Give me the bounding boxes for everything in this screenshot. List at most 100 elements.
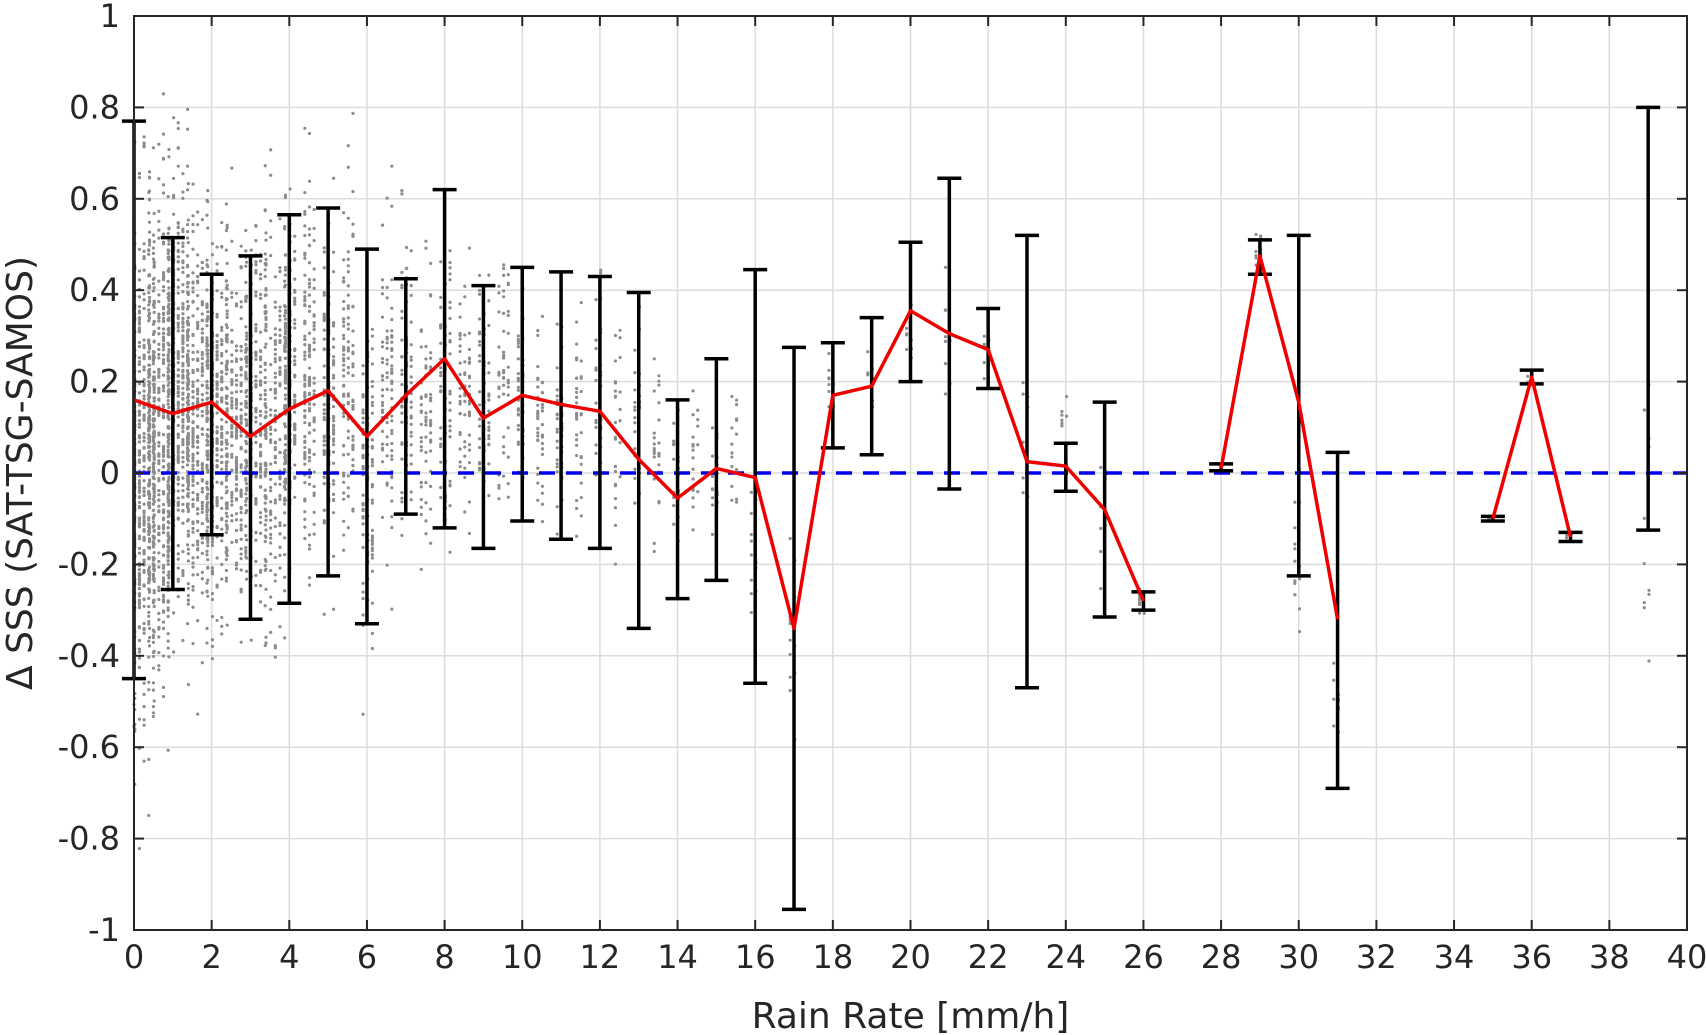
scatter-point [264, 286, 268, 291]
scatter-point [181, 347, 185, 351]
scatter-point [943, 392, 948, 396]
scatter-point [263, 397, 267, 402]
scatter-point [278, 358, 282, 362]
scatter-point [264, 518, 268, 522]
scatter-point [147, 357, 152, 361]
scatter-point [502, 368, 506, 373]
scatter-point [200, 409, 204, 414]
scatter-point [196, 223, 200, 227]
scatter-point [167, 455, 171, 459]
scatter-point [176, 477, 180, 482]
scatter-point [293, 475, 297, 479]
scatter-point [429, 351, 433, 355]
scatter-point [191, 452, 195, 456]
scatter-point [142, 413, 146, 418]
scatter-point [230, 455, 234, 459]
scatter-point [827, 382, 831, 387]
scatter-point [234, 540, 239, 544]
scatter-point [210, 638, 215, 642]
scatter-point [502, 295, 506, 299]
scatter-point [205, 641, 209, 645]
scatter-point [215, 525, 219, 529]
scatter-point [239, 415, 243, 419]
scatter-point [258, 568, 263, 572]
scatter-point [167, 363, 171, 367]
scatter-point [633, 447, 637, 451]
scatter-point [307, 309, 312, 313]
scatter-point [215, 464, 219, 468]
scatter-point [181, 571, 185, 575]
scatter-point [181, 229, 185, 234]
scatter-point [161, 445, 166, 449]
scatter-point [555, 458, 559, 462]
scatter-point [322, 293, 326, 297]
scatter-point [230, 430, 234, 434]
scatter-point [278, 333, 282, 338]
scatter-point [342, 307, 346, 311]
scatter-point [225, 623, 229, 627]
scatter-point [303, 435, 307, 439]
x-tick-label: 26 [1123, 938, 1164, 976]
scatter-point [342, 324, 346, 328]
scatter-point [293, 359, 297, 363]
scatter-point [152, 399, 156, 403]
scatter-point [439, 260, 443, 264]
scatter-point [749, 532, 753, 537]
scatter-point [142, 435, 146, 440]
scatter-point [390, 278, 394, 282]
scatter-point [477, 460, 482, 465]
scatter-point [147, 449, 152, 453]
scatter-point [1254, 256, 1258, 260]
scatter-point [234, 460, 239, 464]
scatter-point [142, 458, 146, 463]
scatter-point [424, 423, 428, 427]
scatter-point [161, 311, 166, 315]
scatter-point [196, 451, 200, 455]
scatter-point [147, 644, 152, 648]
scatter-point [239, 493, 243, 497]
scatter-point [283, 511, 287, 515]
scatter-point [176, 267, 180, 271]
scatter-point [196, 463, 200, 467]
scatter-point [283, 467, 287, 471]
y-tick-label: 0.8 [69, 88, 120, 126]
scatter-point [633, 388, 637, 392]
scatter-point [206, 363, 210, 367]
scatter-point [152, 536, 156, 541]
scatter-point [536, 385, 540, 389]
x-tick-label: 16 [735, 938, 776, 976]
scatter-point [691, 456, 695, 460]
scatter-point [239, 507, 243, 511]
scatter-point [506, 273, 510, 277]
scatter-point [594, 401, 598, 405]
scatter-point [254, 531, 258, 535]
scatter-point [215, 392, 219, 396]
scatter-point [186, 454, 190, 458]
scatter-point [467, 402, 472, 406]
x-tick-label: 38 [1589, 938, 1630, 976]
scatter-point [370, 347, 374, 351]
scatter-point [147, 381, 152, 385]
scatter-point [137, 318, 142, 322]
scatter-point [254, 502, 258, 506]
scatter-point [147, 626, 152, 630]
scatter-point [147, 445, 152, 449]
scatter-point [269, 518, 273, 522]
scatter-point [157, 627, 161, 631]
scatter-point [331, 511, 336, 515]
scatter-point [283, 498, 288, 502]
scatter-point [161, 453, 166, 457]
scatter-point [652, 541, 656, 545]
scatter-point [220, 434, 224, 438]
scatter-point [206, 410, 210, 414]
scatter-point [167, 655, 171, 659]
scatter-point [264, 641, 268, 645]
scatter-point [181, 265, 185, 270]
scatter-point [230, 353, 234, 357]
scatter-point [370, 334, 374, 338]
scatter-point [691, 496, 695, 500]
scatter-point [342, 491, 346, 495]
scatter-point [206, 317, 210, 321]
scatter-point [691, 389, 695, 393]
scatter-point [200, 591, 204, 595]
